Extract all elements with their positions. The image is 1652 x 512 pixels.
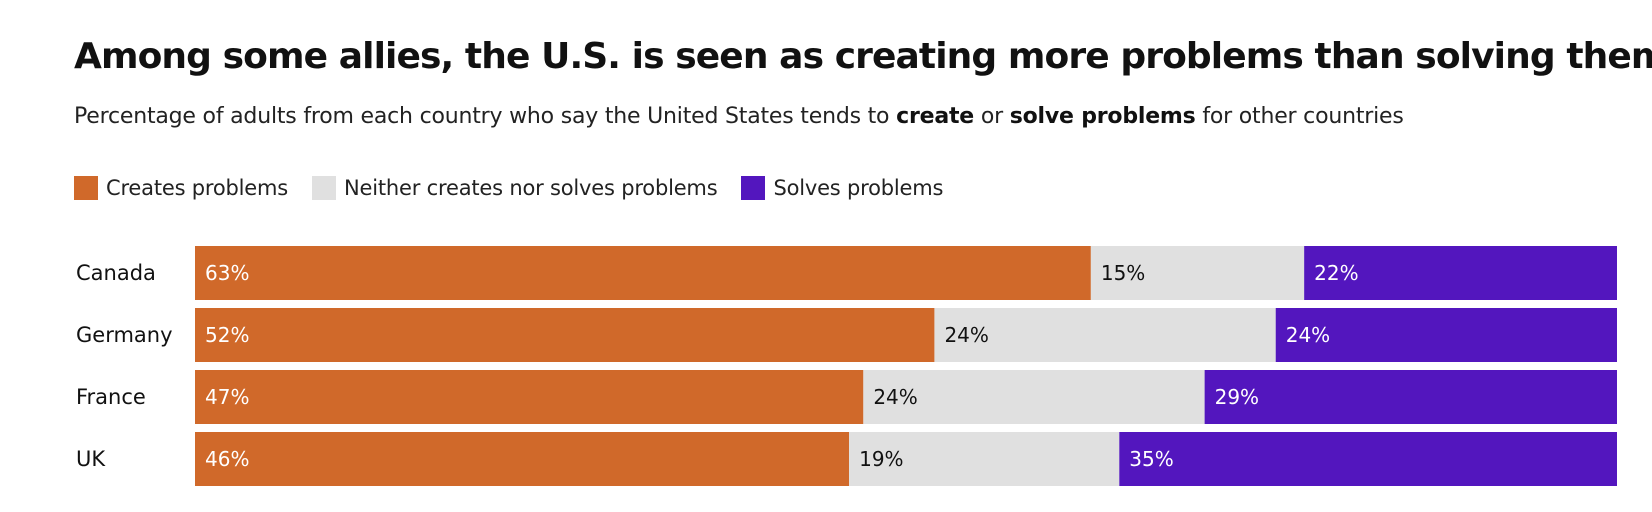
subtitle-text-1: Percentage of adults from each country w… [74, 104, 897, 129]
value-label-uk-neither: 19% [859, 447, 903, 471]
bar-canada-neither [1090, 246, 1305, 300]
bar-germany-neither [934, 308, 1276, 362]
value-label-france-solves: 29% [1215, 385, 1259, 409]
bar-uk-creates [195, 432, 850, 486]
legend-swatch-creates [74, 176, 98, 200]
chart-subtitle: Percentage of adults from each country w… [74, 104, 1404, 129]
legend-item-creates: Creates problems [74, 176, 288, 200]
bar-canada-creates [195, 246, 1091, 300]
legend-swatch-solves [741, 176, 766, 200]
value-label-uk-creates: 46% [205, 447, 249, 471]
value-label-germany-neither: 24% [944, 323, 988, 347]
chart-legend: Creates problems Neither creates nor sol… [74, 176, 967, 200]
legend-label-creates: Creates problems [106, 176, 289, 200]
subtitle-text-2: or [974, 104, 1010, 129]
chart-title: Among some allies, the U.S. is seen as c… [74, 36, 1652, 77]
value-label-canada-solves: 22% [1314, 261, 1358, 285]
value-label-canada-neither: 15% [1101, 261, 1145, 285]
legend-swatch-neither [312, 176, 337, 200]
subtitle-bold-create: create [896, 104, 975, 129]
value-label-germany-solves: 24% [1286, 323, 1330, 347]
legend-item-neither: Neither creates nor solves problems [312, 176, 718, 200]
bar-france-creates [195, 370, 864, 424]
value-label-uk-solves: 35% [1129, 447, 1173, 471]
legend-item-solves: Solves problems [741, 176, 943, 200]
bar-france-solves [1204, 370, 1617, 424]
value-label-france-creates: 47% [205, 385, 249, 409]
bar-uk-neither [849, 432, 1120, 486]
bar-canada-solves [1304, 246, 1617, 300]
subtitle-text-3: for other countries [1195, 104, 1404, 129]
category-label-canada: Canada [76, 261, 156, 285]
bar-germany-solves [1275, 308, 1617, 362]
legend-label-neither: Neither creates nor solves problems [344, 176, 718, 200]
bar-germany-creates [195, 308, 935, 362]
category-label-uk: UK [76, 447, 106, 471]
category-label-france: France [76, 385, 146, 409]
bar-france-neither [863, 370, 1205, 424]
legend-label-solves: Solves problems [773, 176, 944, 200]
category-label-germany: Germany [76, 323, 173, 347]
value-label-france-neither: 24% [873, 385, 917, 409]
value-label-germany-creates: 52% [205, 323, 249, 347]
subtitle-bold-solve: solve problems [1009, 104, 1196, 129]
value-label-canada-creates: 63% [205, 261, 249, 285]
bar-uk-solves [1119, 432, 1617, 486]
